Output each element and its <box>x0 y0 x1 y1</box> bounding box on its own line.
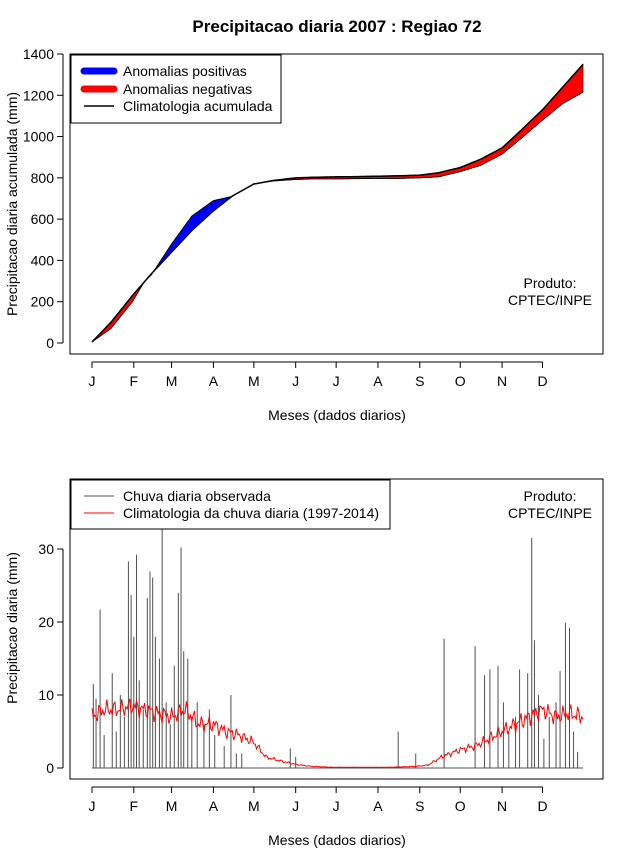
daily-plot-frame <box>69 478 604 780</box>
cumulative-x-tick-label: A <box>209 373 219 389</box>
cumulative-legend-box <box>70 54 282 124</box>
daily-x-tick-label: A <box>209 798 219 814</box>
daily-x-tick-label: F <box>130 798 139 814</box>
cumulative-chart-title: Precipitacao diaria 2007 : Regiao 72 <box>192 17 481 36</box>
cumulative-plot-frame <box>69 53 604 355</box>
daily-x-tick-label: S <box>415 798 424 814</box>
cumulative-y-tick-label: 200 <box>31 294 55 310</box>
cumulative-y-tick-label: 1000 <box>23 129 54 145</box>
cumulative-chart: Precipitacao diaria 2007 : Regiao 72 0 20… <box>4 17 604 423</box>
daily-chart: 0 10 20 30 J F M A M J J A S O N D Meses (dados diario… <box>4 478 604 848</box>
cumulative-y-tick-label: 400 <box>31 252 55 268</box>
daily-y-tick-label: 30 <box>38 541 54 557</box>
cumulative-x-tick-label: F <box>130 373 139 389</box>
cumulative-x-tick-label: D <box>537 373 547 389</box>
cumulative-x-tick-label: J <box>333 373 340 389</box>
positive-anomaly-area <box>153 196 232 272</box>
observed-cumulative-line <box>91 91 584 343</box>
daily-y-tick-label: 10 <box>38 687 54 703</box>
daily-x-tick-label: J <box>89 798 96 814</box>
daily-product-label: Produto: <box>524 488 577 504</box>
cumulative-x-tick-label: O <box>455 373 466 389</box>
cumulative-y-tick-label: 1200 <box>23 87 54 103</box>
daily-y-tick-label: 0 <box>46 760 54 776</box>
legend-observed-label: Chuva diaria observada <box>123 488 271 504</box>
cumulative-y-label: Precipitacao diaria acumulada (mm) <box>4 92 20 316</box>
cumulative-x-tick-label: N <box>497 373 507 389</box>
daily-legend: Chuva diaria observada Climatologia da c… <box>70 479 391 530</box>
cumulative-y-tick-label: 0 <box>46 335 54 351</box>
legend-positive-label: Anomalias positivas <box>123 63 247 79</box>
daily-product-source: CPTEC/INPE <box>508 505 592 521</box>
cumulative-plot-area <box>91 63 584 343</box>
cumulative-x-tick-label: A <box>373 373 383 389</box>
daily-x-tick-label: J <box>333 798 340 814</box>
cumulative-x-tick-label: J <box>292 373 299 389</box>
climatology-cumulative-line <box>91 63 584 343</box>
cumulative-y-tick-label: 1400 <box>23 46 54 62</box>
negative-anomaly-area <box>262 63 584 183</box>
cumulative-x-label: Meses (dados diarios) <box>268 407 406 423</box>
daily-y-tick-label: 20 <box>38 614 54 630</box>
legend-climatology-label: Climatologia acumulada <box>123 98 273 114</box>
daily-x-tick-label: M <box>248 798 260 814</box>
cumulative-x-tick-label: M <box>166 373 178 389</box>
daily-y-label: Precipitacao diaria (mm) <box>4 552 20 704</box>
legend-daily-climatology-label: Climatologia da chuva diaria (1997-2014) <box>123 505 379 521</box>
cumulative-y-axis: 0 200 400 600 800 1000 1200 1400 <box>23 46 64 351</box>
cumulative-y-tick-label: 600 <box>31 211 55 227</box>
daily-climatology-line <box>91 698 584 768</box>
daily-x-tick-label: M <box>166 798 178 814</box>
daily-legend-box <box>70 479 391 530</box>
cumulative-product-label: Produto: <box>524 275 577 291</box>
cumulative-product-source: CPTEC/INPE <box>508 292 592 308</box>
daily-x-label: Meses (dados diarios) <box>268 832 406 848</box>
cumulative-x-tick-label: M <box>248 373 260 389</box>
daily-x-tick-label: A <box>373 798 383 814</box>
cumulative-x-tick-label: J <box>89 373 96 389</box>
daily-y-axis: 0 10 20 30 <box>38 541 64 776</box>
daily-x-tick-label: J <box>292 798 299 814</box>
daily-x-tick-label: O <box>455 798 466 814</box>
daily-x-tick-label: N <box>497 798 507 814</box>
daily-x-tick-label: D <box>537 798 547 814</box>
cumulative-y-tick-label: 800 <box>31 170 55 186</box>
daily-plot-area <box>91 527 584 769</box>
legend-negative-label: Anomalias negativas <box>123 81 252 97</box>
cumulative-x-tick-label: S <box>415 373 424 389</box>
cumulative-legend: Anomalias positivas Anomalias negativas … <box>70 54 282 124</box>
